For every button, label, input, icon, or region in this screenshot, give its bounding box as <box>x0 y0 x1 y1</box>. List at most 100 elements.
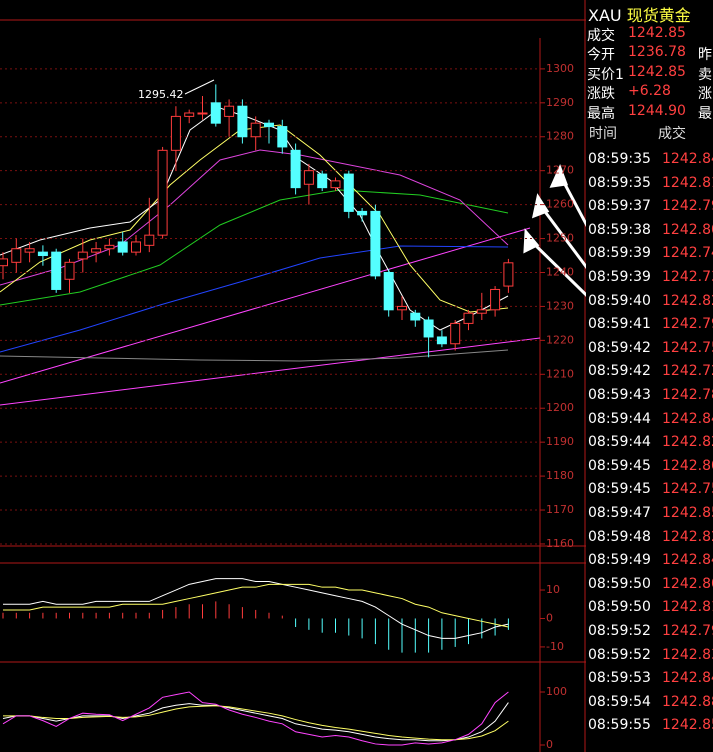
trade-time: 08:59:54 <box>588 693 651 710</box>
trade-time: 08:59:38 <box>588 221 651 238</box>
trade-price: 1242.78 <box>662 387 713 403</box>
trade-price: 1242.85 <box>662 505 713 521</box>
candle-body <box>157 149 168 236</box>
candle-body <box>210 102 221 124</box>
trade-row: 08:59:38 1242.80 <box>586 222 713 244</box>
trade-price: 1242.80 <box>662 221 713 238</box>
candle-body <box>131 241 141 253</box>
candle-body <box>383 271 394 311</box>
trade-time: 08:59:52 <box>588 646 651 663</box>
trade-price: 1242.80 <box>662 457 713 474</box>
trade-time: 08:59:42 <box>588 339 651 356</box>
trade-row: 08:59:43 1242.78 <box>586 387 713 409</box>
quote-panel: XAU 现货黄金 成交 1242.85 今开 1236.78 昨买价1 1242.85 卖涨… <box>586 0 713 752</box>
trade-time: 08:59:35 <box>588 151 651 167</box>
candle-body <box>410 312 421 321</box>
trade-time: 08:59:41 <box>588 316 651 333</box>
quote-row: 今开 1236.78 昨 <box>586 44 713 63</box>
y-tick-label: 1260 <box>546 198 574 211</box>
trade-time: 08:59:50 <box>588 599 651 616</box>
trade-time: 08:59:43 <box>588 387 651 403</box>
trade-time: 08:59:40 <box>588 292 651 309</box>
trade-row: 08:59:45 1242.75 <box>586 481 713 503</box>
quote-label: 买价1 <box>587 66 624 83</box>
trade-price: 1242.79 <box>662 198 713 215</box>
trade-price: 1242.84 <box>662 552 713 569</box>
trade-row: 08:59:39 1242.74 <box>586 245 713 267</box>
quote-label: 涨 <box>698 86 712 103</box>
trade-row: 08:59:52 1242.79 <box>586 623 713 645</box>
column-header: 时间 <box>589 126 617 142</box>
trade-row: 08:59:55 1242.85 <box>586 717 713 739</box>
candle-body <box>264 122 274 128</box>
trade-price: 1242.82 <box>662 292 713 309</box>
candle-body <box>357 210 368 216</box>
trade-row: 08:59:50 1242.81 <box>586 599 713 621</box>
trade-row: 08:59:37 1242.79 <box>586 198 713 220</box>
candle-body <box>117 241 128 253</box>
quote-label: 昨 <box>698 47 712 64</box>
y-tick-label: 1200 <box>546 401 574 414</box>
trade-price: 1242.82 <box>662 528 713 545</box>
y-tick-label: 1240 <box>546 265 574 278</box>
trade-row: 08:59:40 1242.82 <box>586 293 713 315</box>
candle-body <box>330 180 341 189</box>
trade-price: 1242.81 <box>662 174 713 191</box>
candle-body <box>463 312 474 324</box>
trade-time: 08:59:45 <box>588 481 651 498</box>
trade-price: 1242.75 <box>662 481 713 498</box>
trade-time: 08:59:35 <box>588 174 651 191</box>
quote-value: 1244.90 <box>628 102 686 119</box>
trade-time: 08:59:39 <box>588 269 651 285</box>
candle-body <box>224 105 235 117</box>
candle-body <box>237 105 248 138</box>
trade-price: 1242.73 <box>662 269 713 285</box>
candle-body <box>317 173 328 189</box>
trade-price: 1242.84 <box>662 410 713 427</box>
y-tick-label: 1190 <box>546 435 574 448</box>
y-tick-label: 1300 <box>546 62 574 75</box>
trade-row: 08:59:49 1242.84 <box>586 552 713 574</box>
candle-body <box>397 305 407 311</box>
indicator-line <box>3 583 509 628</box>
trade-time: 08:59:44 <box>588 410 651 427</box>
trade-row: 08:59:53 1242.84 <box>586 670 713 692</box>
y-tick-label: 100 <box>546 685 567 698</box>
quote-value: 1242.85 <box>628 25 686 41</box>
trade-price: 1242.83 <box>662 646 713 663</box>
y-tick-label: 1230 <box>546 299 574 312</box>
trade-time: 08:59:50 <box>588 575 651 592</box>
trade-time: 08:59:44 <box>588 434 651 451</box>
trade-row: 08:59:44 1242.82 <box>586 434 713 456</box>
candle-body <box>37 251 48 257</box>
trade-row: 08:59:35 1242.81 <box>586 175 713 197</box>
trade-row: 08:59:50 1242.80 <box>586 576 713 598</box>
candle-body <box>144 234 155 246</box>
chart-area: 1295.42 1160 1170 1180 1190 1200 1210 1220 1230… <box>0 0 586 752</box>
candle-body <box>24 248 35 253</box>
candle-body <box>184 112 195 117</box>
trade-row: 08:59:35 1242.84 <box>586 151 713 173</box>
quote-label: 成交 <box>587 28 615 44</box>
y-tick-label: -10 <box>546 640 564 653</box>
trade-row: 08:59:48 1242.82 <box>586 529 713 551</box>
trade-row: 08:59:42 1242.72 <box>586 363 713 385</box>
y-tick-label: 1280 <box>546 130 574 143</box>
candle-body <box>277 126 288 148</box>
quote-label: 涨跌 <box>587 86 615 103</box>
trade-row: 08:59:42 1242.75 <box>586 340 713 362</box>
y-tick-label: 1250 <box>546 232 574 245</box>
trade-time: 08:59:52 <box>588 623 651 639</box>
quote-value: 1236.78 <box>628 44 686 61</box>
candle-body <box>476 309 487 314</box>
trade-row: 08:59:52 1242.83 <box>586 647 713 669</box>
trade-row: 08:59:41 1242.79 <box>586 316 713 338</box>
trade-time: 08:59:39 <box>588 245 651 262</box>
y-tick-label: 0 <box>546 738 553 751</box>
quote-label: 最 <box>698 105 712 122</box>
candle-body <box>197 112 208 115</box>
trade-row: 08:59:45 1242.80 <box>586 458 713 480</box>
trade-time: 08:59:49 <box>588 552 651 569</box>
trades-header: 时间 成交 <box>586 123 713 145</box>
indicator-line <box>2 691 509 746</box>
